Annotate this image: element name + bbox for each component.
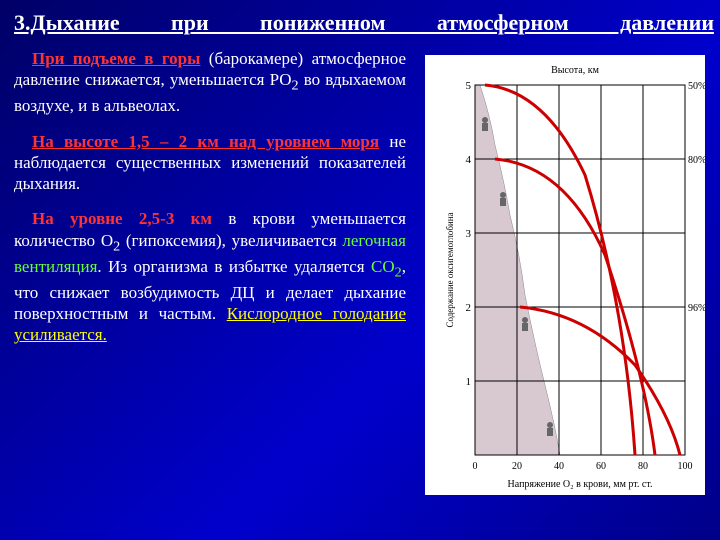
svg-text:3: 3 [466,228,472,240]
subscript: 2 [395,264,402,280]
paragraph-1: При подъеме в горы (барокамере) атмосфер… [14,48,406,117]
percent-labels: 50% 80% 96% [688,81,705,314]
subscript: 2 [292,78,299,94]
svg-text:96%: 96% [688,303,705,314]
svg-text:4: 4 [466,154,472,166]
svg-text:80: 80 [638,461,648,472]
altitude-chart: 1 2 3 4 5 0 20 40 60 80 100 50% 80% 96% [425,55,705,495]
text: . Из организма в избытке удаляется [97,257,371,276]
climber-icon [522,317,528,331]
paragraph-3: На уровне 2,5-3 км в крови уменьшается к… [14,208,406,345]
svg-text:40: 40 [554,461,564,472]
chart-svg: 1 2 3 4 5 0 20 40 60 80 100 50% 80% 96% [425,55,705,495]
x-tick-labels: 0 20 40 60 80 100 [473,461,693,472]
svg-text:50%: 50% [688,81,705,92]
paragraph-2: На высоте 1,5 – 2 км над уровнем моря не… [14,131,406,195]
y-axis-title: Высота, км [551,65,599,76]
highlight-red: На уровне 2,5-3 км [32,209,212,228]
x-axis-title: Напряжение О₂ в крови, мм рт. ст. [508,479,653,490]
svg-text:60: 60 [596,461,606,472]
climber-icon [547,422,553,436]
y-tick-labels: 1 2 3 4 5 [466,80,472,388]
svg-text:100: 100 [678,461,693,472]
highlight-green: СО [371,257,395,276]
svg-text:80%: 80% [688,155,705,166]
highlight-red: При подъеме в горы [32,49,200,68]
svg-text:2: 2 [466,302,472,314]
svg-text:0: 0 [473,461,478,472]
highlight-red: На высоте 1,5 – 2 км над уровнем моря [32,132,379,151]
svg-text:5: 5 [466,80,472,92]
side-axis-title: Содержание оксигемоглобина [445,212,455,327]
svg-text:20: 20 [512,461,522,472]
climber-icon [482,117,488,131]
svg-text:1: 1 [466,376,472,388]
climber-icon [500,192,506,206]
text: (гипоксемия), увеличивается [120,231,342,250]
